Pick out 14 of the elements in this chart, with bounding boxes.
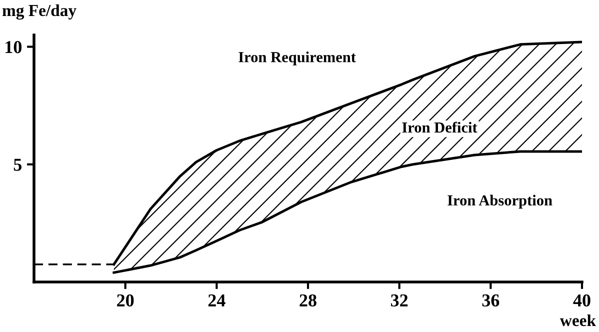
y-axis-title: mg Fe/day: [2, 4, 76, 20]
x-tick-label: 32: [390, 294, 408, 307]
y-tick-label: 10: [6, 41, 22, 54]
y-tick-label: 5: [14, 158, 22, 171]
x-axis-title: week: [560, 314, 596, 326]
annotation: Iron Absorption: [448, 194, 552, 209]
annotation: Iron Deficit: [402, 122, 478, 133]
x-tick-label: 36: [482, 294, 500, 307]
x-tick-label: 20: [117, 294, 134, 307]
line-series: [112, 150, 582, 274]
x-tick-label: 40: [573, 294, 590, 307]
x-tick-label: 24: [208, 294, 226, 306]
annotation: Iron Requirement: [238, 52, 356, 66]
x-tick-label: 28: [300, 294, 316, 307]
